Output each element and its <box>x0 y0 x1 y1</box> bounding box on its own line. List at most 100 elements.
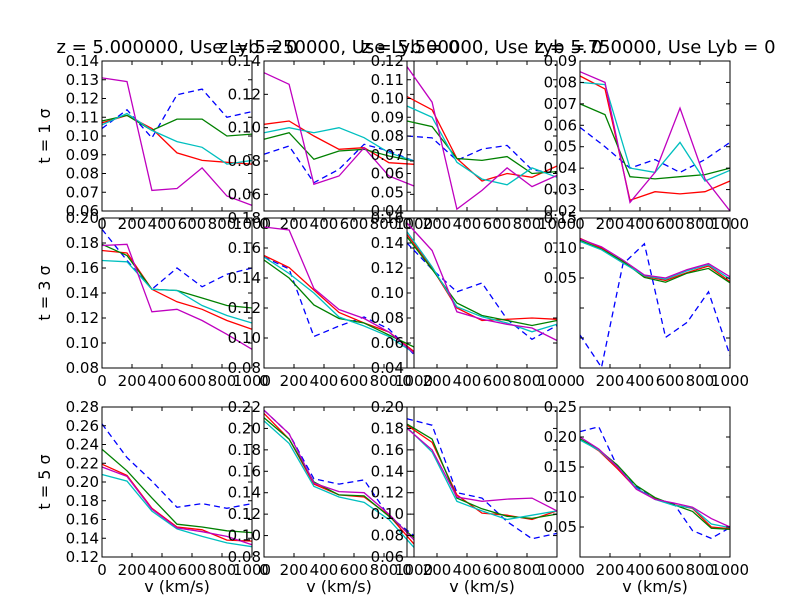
x-tick-label: 1000 <box>711 372 749 390</box>
y-tick-label: 0.12 <box>66 309 99 327</box>
y-tick-label: 0.10 <box>66 334 99 352</box>
y-tick-label: 0.20 <box>66 473 99 491</box>
x-tick-label: 0 <box>575 372 585 390</box>
x-tick-label: 400 <box>310 215 339 233</box>
series-line-0 <box>406 418 558 540</box>
x-tick-label: 200 <box>280 215 309 233</box>
y-tick-label: 0.14 <box>66 284 99 302</box>
series-line-4 <box>579 238 731 279</box>
y-tick-label: 0.25 <box>544 398 577 416</box>
series-line-4 <box>406 222 558 342</box>
y-tick-label: 0.06 <box>66 202 99 220</box>
y-tick-label: 0.10 <box>228 119 261 137</box>
x-tick-label: 200 <box>423 372 452 390</box>
y-tick-label: 0.14 <box>228 52 261 70</box>
y-tick-label: 0.06 <box>371 165 404 183</box>
y-tick-label: 0.08 <box>544 73 577 91</box>
x-tick-label: 1000 <box>233 561 271 579</box>
x-tick-label: 400 <box>148 372 177 390</box>
axes-frame <box>263 60 415 212</box>
series-line-1 <box>101 249 253 330</box>
y-tick-label: 0.08 <box>228 359 261 377</box>
y-tick-label: 0.08 <box>371 127 404 145</box>
column-titles: z = 5.000000, Use Lyb = 0z = 5.250000, U… <box>56 37 775 58</box>
series-line-2 <box>406 423 558 520</box>
x-tick-label: 200 <box>596 372 625 390</box>
axes-frame <box>263 217 415 369</box>
series-line-3 <box>406 426 558 521</box>
axes-frame <box>406 60 558 212</box>
x-axis-label-3: v (km/s) <box>622 577 688 596</box>
y-tick-label: 0.22 <box>228 398 261 416</box>
x-axis-label-2: v (km/s) <box>449 577 515 596</box>
series-line-2 <box>406 236 558 327</box>
series-line-4 <box>406 66 558 211</box>
y-tick-label: 0.20 <box>544 428 577 446</box>
x-tick-label: 600 <box>483 561 512 579</box>
panels: 0.060.070.080.090.100.110.120.130.140 200… <box>66 52 750 579</box>
series-line-2 <box>101 448 253 534</box>
x-axis-labels: v (km/s) v (km/s) v (km/s) v (km/s) <box>144 577 688 596</box>
x-tick-label: 800 <box>370 372 399 390</box>
x-tick-label: 600 <box>483 215 512 233</box>
series-line-3 <box>579 81 731 182</box>
axes-frame <box>406 406 558 558</box>
column-title-2: z = 5.500000, Use Lyb = 0 <box>361 37 602 58</box>
x-tick-label: 0 <box>259 372 269 390</box>
panel-r1-c0: 0.080.100.120.140.160.180.200 200 400 600 80… <box>66 209 272 390</box>
panel-r0-c3: 0.020.030.040.050.060.070.080.090 200 400 6… <box>544 52 750 233</box>
series-line-0 <box>579 242 731 370</box>
y-tick-label: 0.18 <box>371 419 404 437</box>
x-tick-label: 600 <box>656 215 685 233</box>
y-tick-label: 0.08 <box>66 359 99 377</box>
series-line-3 <box>263 420 415 548</box>
series-line-3 <box>406 231 558 333</box>
y-tick-label: 0.18 <box>228 441 261 459</box>
y-tick-label: 0.12 <box>66 90 99 108</box>
y-tick-label: 0.07 <box>66 183 99 201</box>
x-tick-label: 0 <box>575 561 585 579</box>
series-line-0 <box>101 228 253 291</box>
x-tick-label: 800 <box>686 561 715 579</box>
y-tick-label: 0.14 <box>228 269 261 287</box>
x-tick-label: 800 <box>370 561 399 579</box>
x-tick-label: 800 <box>686 215 715 233</box>
panel-r0-c0: 0.060.070.080.090.100.110.120.130.140 200… <box>66 52 272 233</box>
series-line-3 <box>406 105 558 186</box>
series-line-0 <box>263 143 415 184</box>
y-tick-label: 0.10 <box>371 505 404 523</box>
y-tick-label: 0.12 <box>228 505 261 523</box>
series-line-4 <box>263 72 415 187</box>
y-tick-label: 0.15 <box>544 209 577 227</box>
x-tick-label: 600 <box>656 561 685 579</box>
axes-frame <box>579 217 731 369</box>
column-title-1: z = 5.250000, Use Lyb = 0 <box>218 37 459 58</box>
series-line-2 <box>579 103 731 180</box>
axes-frame <box>579 406 731 558</box>
panel-r2-c0: 0.120.140.160.180.200.220.240.260.280 200… <box>66 398 272 579</box>
x-tick-label: 200 <box>118 215 147 233</box>
x-tick-label: 200 <box>280 561 309 579</box>
y-tick-label: 0.20 <box>228 419 261 437</box>
series-line-3 <box>263 127 415 162</box>
x-tick-label: 600 <box>340 215 369 233</box>
y-tick-label: 0.09 <box>66 146 99 164</box>
row-label-2: t = 5 σ <box>35 454 54 509</box>
y-tick-label: 0.06 <box>371 548 404 566</box>
y-tick-label: 0.12 <box>66 548 99 566</box>
series-line-0 <box>101 88 253 140</box>
y-tick-label: 0.14 <box>228 484 261 502</box>
y-tick-label: 0.28 <box>66 398 99 416</box>
y-tick-label: 0.06 <box>371 334 404 352</box>
x-tick-label: 0 <box>402 561 412 579</box>
y-tick-label: 0.07 <box>371 146 404 164</box>
x-tick-label: 600 <box>340 561 369 579</box>
x-tick-label: 200 <box>596 561 625 579</box>
y-tick-label: 0.08 <box>228 152 261 170</box>
x-tick-label: 400 <box>626 372 655 390</box>
series-line-4 <box>101 77 253 207</box>
series-line-0 <box>579 426 731 540</box>
x-tick-label: 400 <box>453 561 482 579</box>
